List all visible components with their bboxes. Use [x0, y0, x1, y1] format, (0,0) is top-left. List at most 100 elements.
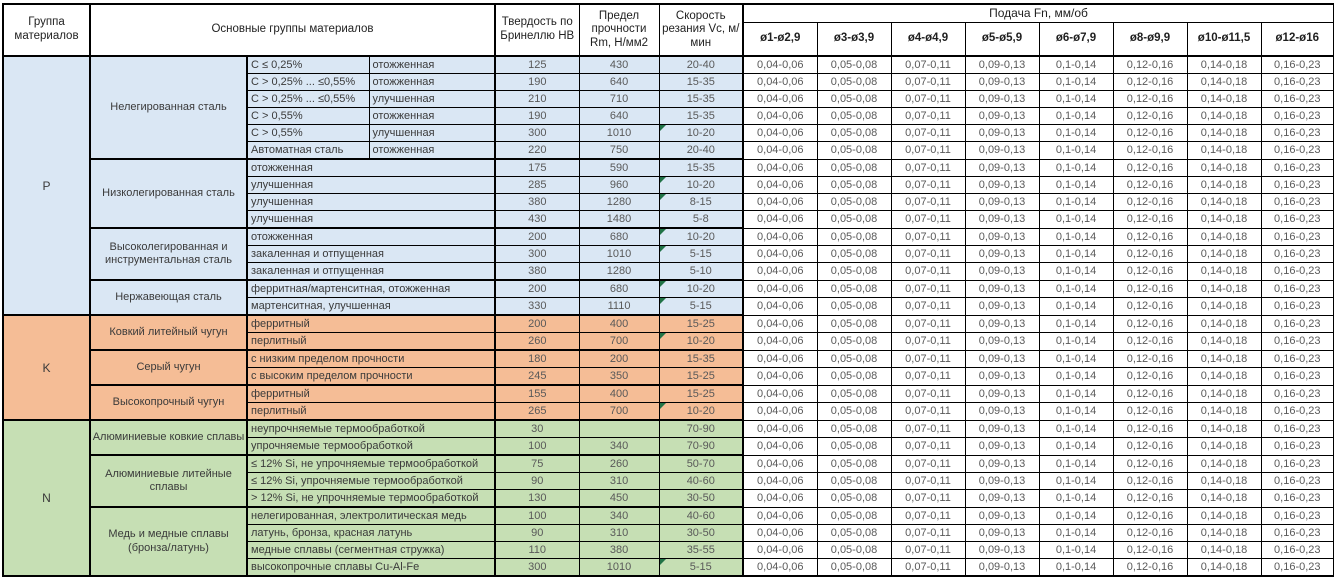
feed-cell-8[interactable]: 0,16-0,23 [1260, 402, 1334, 421]
feed-cell-8[interactable]: 0,16-0,23 [1260, 227, 1334, 246]
strength-cell[interactable]: 590 [578, 158, 660, 177]
feed-cell-6[interactable]: 0,12-0,16 [1112, 506, 1188, 525]
cutting-speed-cell[interactable]: 35-55 [658, 541, 745, 559]
feed-cell-3[interactable]: 0,07-0,11 [890, 367, 966, 386]
feed-cell-2[interactable]: 0,05-0,08 [816, 141, 892, 160]
material-desc-cell[interactable]: с высоким пределом прочности [246, 367, 497, 386]
feed-cell-4[interactable]: 0,09-0,13 [964, 227, 1040, 246]
feed-cell-4[interactable]: 0,09-0,13 [964, 297, 1040, 316]
cutting-speed-cell[interactable]: 40-60 [658, 506, 745, 525]
feed-cell-6[interactable]: 0,12-0,16 [1112, 107, 1188, 125]
feed-cell-3[interactable]: 0,07-0,11 [890, 124, 966, 142]
feed-cell-1[interactable]: 0,04-0,06 [742, 367, 818, 386]
feed-cell-7[interactable]: 0,14-0,18 [1186, 489, 1262, 508]
hardness-cell[interactable]: 265 [494, 402, 580, 421]
feed-cell-7[interactable]: 0,14-0,18 [1186, 349, 1262, 368]
feed-cell-8[interactable]: 0,16-0,23 [1260, 349, 1334, 368]
feed-cell-1[interactable]: 0,04-0,06 [742, 227, 818, 246]
feed-cell-3[interactable]: 0,07-0,11 [890, 524, 966, 542]
feed-cell-2[interactable]: 0,05-0,08 [816, 437, 892, 456]
feed-cell-2[interactable]: 0,05-0,08 [816, 472, 892, 490]
material-desc-cell[interactable]: отожженная [246, 227, 497, 246]
feed-cell-2[interactable]: 0,05-0,08 [816, 402, 892, 421]
feed-cell-7[interactable]: 0,14-0,18 [1186, 437, 1262, 456]
feed-cell-3[interactable]: 0,07-0,11 [890, 489, 966, 508]
hardness-cell[interactable]: 110 [494, 541, 580, 559]
feed-cell-3[interactable]: 0,07-0,11 [890, 141, 966, 160]
feed-cell-6[interactable]: 0,12-0,16 [1112, 349, 1188, 368]
material-desc-cell[interactable]: улучшенная [246, 193, 497, 211]
feed-cell-4[interactable]: 0,09-0,13 [964, 541, 1040, 559]
hardness-cell[interactable]: 190 [494, 107, 580, 125]
feed-cell-6[interactable]: 0,12-0,16 [1112, 279, 1188, 298]
strength-cell[interactable]: 1280 [578, 262, 660, 281]
hardness-cell[interactable]: 330 [494, 297, 580, 316]
material-desc-cell[interactable]: C > 0,55% [246, 124, 370, 142]
header-feed-diameter-3[interactable]: ø4-ø4,9 [890, 21, 966, 57]
cutting-speed-cell[interactable]: 15-35 [658, 73, 745, 91]
material-desc-cell[interactable]: ферритный [246, 314, 497, 333]
feed-cell-4[interactable]: 0,09-0,13 [964, 367, 1040, 386]
feed-cell-2[interactable]: 0,05-0,08 [816, 158, 892, 177]
feed-cell-6[interactable]: 0,12-0,16 [1112, 367, 1188, 386]
header-tensile-strength[interactable]: Предел прочности Rm, Н/мм2 [578, 3, 660, 57]
feed-cell-6[interactable]: 0,12-0,16 [1112, 176, 1188, 194]
feed-cell-6[interactable]: 0,12-0,16 [1112, 472, 1188, 490]
feed-cell-5[interactable]: 0,1-0,14 [1038, 227, 1114, 246]
feed-cell-1[interactable]: 0,04-0,06 [742, 193, 818, 211]
feed-cell-3[interactable]: 0,07-0,11 [890, 541, 966, 559]
hardness-cell[interactable]: 200 [494, 279, 580, 298]
feed-cell-2[interactable]: 0,05-0,08 [816, 297, 892, 316]
feed-cell-5[interactable]: 0,1-0,14 [1038, 193, 1114, 211]
feed-cell-1[interactable]: 0,04-0,06 [742, 506, 818, 525]
feed-cell-8[interactable]: 0,16-0,23 [1260, 55, 1334, 74]
feed-cell-4[interactable]: 0,09-0,13 [964, 384, 1040, 403]
strength-cell[interactable]: 350 [578, 367, 660, 386]
feed-cell-4[interactable]: 0,09-0,13 [964, 141, 1040, 160]
feed-cell-7[interactable]: 0,14-0,18 [1186, 314, 1262, 333]
cutting-speed-cell[interactable]: 70-90 [658, 419, 745, 438]
feed-cell-7[interactable]: 0,14-0,18 [1186, 472, 1262, 490]
header-feed-diameter-1[interactable]: ø1-ø2,9 [742, 21, 818, 57]
feed-cell-6[interactable]: 0,12-0,16 [1112, 524, 1188, 542]
material-state-cell[interactable]: отожженная [368, 141, 497, 160]
feed-cell-5[interactable]: 0,1-0,14 [1038, 176, 1114, 194]
hardness-cell[interactable]: 75 [494, 454, 580, 473]
feed-cell-3[interactable]: 0,07-0,11 [890, 402, 966, 421]
material-desc-cell[interactable]: закаленная и отпущенная [246, 245, 497, 263]
feed-cell-4[interactable]: 0,09-0,13 [964, 472, 1040, 490]
feed-cell-4[interactable]: 0,09-0,13 [964, 210, 1040, 229]
strength-cell[interactable]: 1010 [578, 245, 660, 263]
feed-cell-3[interactable]: 0,07-0,11 [890, 349, 966, 368]
feed-cell-6[interactable]: 0,12-0,16 [1112, 314, 1188, 333]
feed-cell-2[interactable]: 0,05-0,08 [816, 124, 892, 142]
feed-cell-6[interactable]: 0,12-0,16 [1112, 73, 1188, 91]
feed-cell-6[interactable]: 0,12-0,16 [1112, 90, 1188, 108]
feed-cell-5[interactable]: 0,1-0,14 [1038, 558, 1114, 577]
material-desc-cell[interactable]: ферритный [246, 384, 497, 403]
header-feed-diameter-5[interactable]: ø6-ø7,9 [1038, 21, 1114, 57]
feed-cell-2[interactable]: 0,05-0,08 [816, 193, 892, 211]
feed-cell-8[interactable]: 0,16-0,23 [1260, 73, 1334, 91]
header-brinell-hardness[interactable]: Твердость по Бринеллю HB [494, 3, 580, 57]
feed-cell-4[interactable]: 0,09-0,13 [964, 55, 1040, 74]
feed-cell-5[interactable]: 0,1-0,14 [1038, 279, 1114, 298]
feed-cell-3[interactable]: 0,07-0,11 [890, 245, 966, 263]
material-state-cell[interactable]: улучшенная [368, 90, 497, 108]
feed-cell-6[interactable]: 0,12-0,16 [1112, 141, 1188, 160]
feed-cell-2[interactable]: 0,05-0,08 [816, 558, 892, 577]
strength-cell[interactable]: 640 [578, 107, 660, 125]
strength-cell[interactable]: 710 [578, 90, 660, 108]
material-desc-cell[interactable]: высокопрочные сплавы Cu-Al-Fe [246, 558, 497, 577]
feed-cell-5[interactable]: 0,1-0,14 [1038, 245, 1114, 263]
strength-cell[interactable]: 640 [578, 73, 660, 91]
feed-cell-5[interactable]: 0,1-0,14 [1038, 158, 1114, 177]
feed-cell-7[interactable]: 0,14-0,18 [1186, 124, 1262, 142]
feed-cell-5[interactable]: 0,1-0,14 [1038, 524, 1114, 542]
feed-cell-8[interactable]: 0,16-0,23 [1260, 193, 1334, 211]
feed-cell-5[interactable]: 0,1-0,14 [1038, 297, 1114, 316]
feed-cell-6[interactable]: 0,12-0,16 [1112, 124, 1188, 142]
feed-cell-2[interactable]: 0,05-0,08 [816, 262, 892, 281]
header-feed-diameter-8[interactable]: ø12-ø16 [1260, 21, 1334, 57]
feed-cell-3[interactable]: 0,07-0,11 [890, 279, 966, 298]
